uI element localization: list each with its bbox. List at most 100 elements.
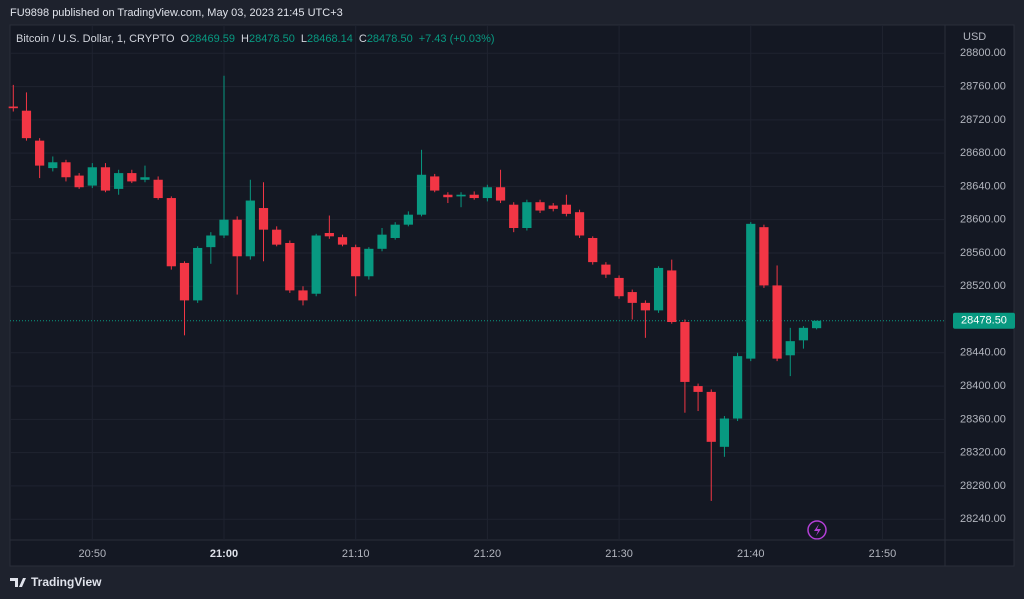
x-tick-label: 21:10 — [342, 548, 370, 560]
candle-body — [535, 202, 545, 211]
candle — [509, 202, 519, 233]
last-price-label: 28478.50 — [961, 315, 1007, 327]
candle-body — [811, 320, 822, 329]
legend-item: 28478.50 — [367, 33, 413, 45]
candle-body — [114, 173, 124, 189]
candle-body — [548, 205, 558, 209]
candle-body — [351, 247, 361, 277]
candle-body — [21, 110, 32, 139]
y-tick-label: 28800.00 — [960, 47, 1006, 59]
candle-body — [653, 267, 664, 311]
candle-body — [100, 167, 111, 191]
candle-body — [574, 212, 585, 236]
candle-body — [627, 292, 637, 303]
candle-body — [798, 327, 809, 341]
candle — [601, 262, 611, 278]
candle-body — [706, 391, 716, 442]
candle-body — [680, 322, 690, 382]
candle — [522, 199, 532, 231]
legend-item: H — [241, 33, 249, 45]
candle — [772, 265, 782, 362]
candle-body — [298, 290, 308, 301]
candle — [8, 84, 18, 112]
candle — [627, 289, 637, 320]
candle-body — [258, 208, 269, 230]
candle — [430, 173, 440, 193]
candle — [732, 352, 743, 422]
candle — [87, 163, 97, 189]
candle-body — [667, 270, 677, 323]
candle — [193, 246, 203, 303]
candle-body — [74, 175, 84, 188]
legend-item: +7.43 (+0.03%) — [419, 33, 495, 45]
candle-body — [588, 237, 598, 263]
candle-body — [245, 200, 255, 257]
chart-panel — [9, 24, 1015, 567]
candle — [614, 275, 624, 299]
legend-item: 28468.14 — [307, 33, 353, 45]
candle — [588, 236, 598, 265]
x-tick-label: 20:50 — [79, 548, 107, 560]
candle-body — [732, 356, 743, 419]
candle-body — [35, 140, 45, 166]
candle — [719, 416, 730, 457]
candle — [561, 194, 571, 217]
candle — [127, 169, 137, 184]
legend-item: 28469.59 — [189, 33, 235, 45]
y-tick-label: 28760.00 — [960, 80, 1006, 92]
legend-item: C — [359, 33, 367, 45]
y-unit: USD — [963, 31, 986, 43]
candle-body — [272, 229, 282, 245]
candle-body — [403, 214, 413, 225]
y-tick-label: 28600.00 — [960, 214, 1006, 226]
candle — [179, 261, 190, 336]
candle — [785, 327, 795, 377]
candle — [443, 192, 453, 204]
candle — [548, 203, 558, 212]
y-tick-label: 28440.00 — [960, 347, 1006, 359]
candle — [706, 389, 716, 501]
y-tick-label: 28400.00 — [960, 380, 1006, 392]
candle — [746, 222, 756, 362]
candle — [390, 222, 400, 240]
candle — [153, 176, 163, 200]
candle-body — [337, 237, 348, 245]
candle — [298, 286, 308, 306]
candle — [495, 169, 506, 204]
candle-body — [482, 187, 492, 199]
candle-body — [693, 386, 703, 392]
candle — [469, 191, 479, 200]
candle-body — [495, 187, 506, 201]
candle-body — [785, 341, 795, 356]
candle-body — [390, 224, 400, 238]
legend: Bitcoin / U.S. Dollar, 1, CRYPTO O28469.5… — [16, 33, 495, 45]
candle — [482, 184, 492, 202]
candle-body — [153, 179, 163, 199]
candle-body — [324, 232, 334, 237]
candle-body — [430, 176, 440, 191]
candle — [61, 159, 71, 182]
y-tick-label: 28280.00 — [960, 480, 1006, 492]
candle-body — [206, 235, 216, 248]
candle-body — [640, 302, 651, 311]
candle — [272, 226, 282, 247]
candle — [140, 165, 150, 183]
candle-body — [561, 204, 571, 214]
candle — [759, 224, 769, 288]
candle-body — [8, 106, 18, 109]
x-tick-label: 21:20 — [474, 548, 502, 560]
candle — [416, 149, 427, 217]
candle — [364, 247, 374, 280]
x-tick-label: 21:50 — [869, 548, 897, 560]
candle — [324, 215, 334, 239]
candle — [377, 228, 387, 252]
candle-body — [61, 162, 71, 178]
publisher: FU9898 published on TradingView.com, May… — [10, 7, 343, 19]
candle — [311, 233, 321, 297]
candle-body — [219, 219, 229, 236]
candle-body — [179, 262, 190, 301]
candle-body — [377, 234, 387, 249]
candle — [166, 196, 176, 270]
candle — [337, 234, 348, 247]
